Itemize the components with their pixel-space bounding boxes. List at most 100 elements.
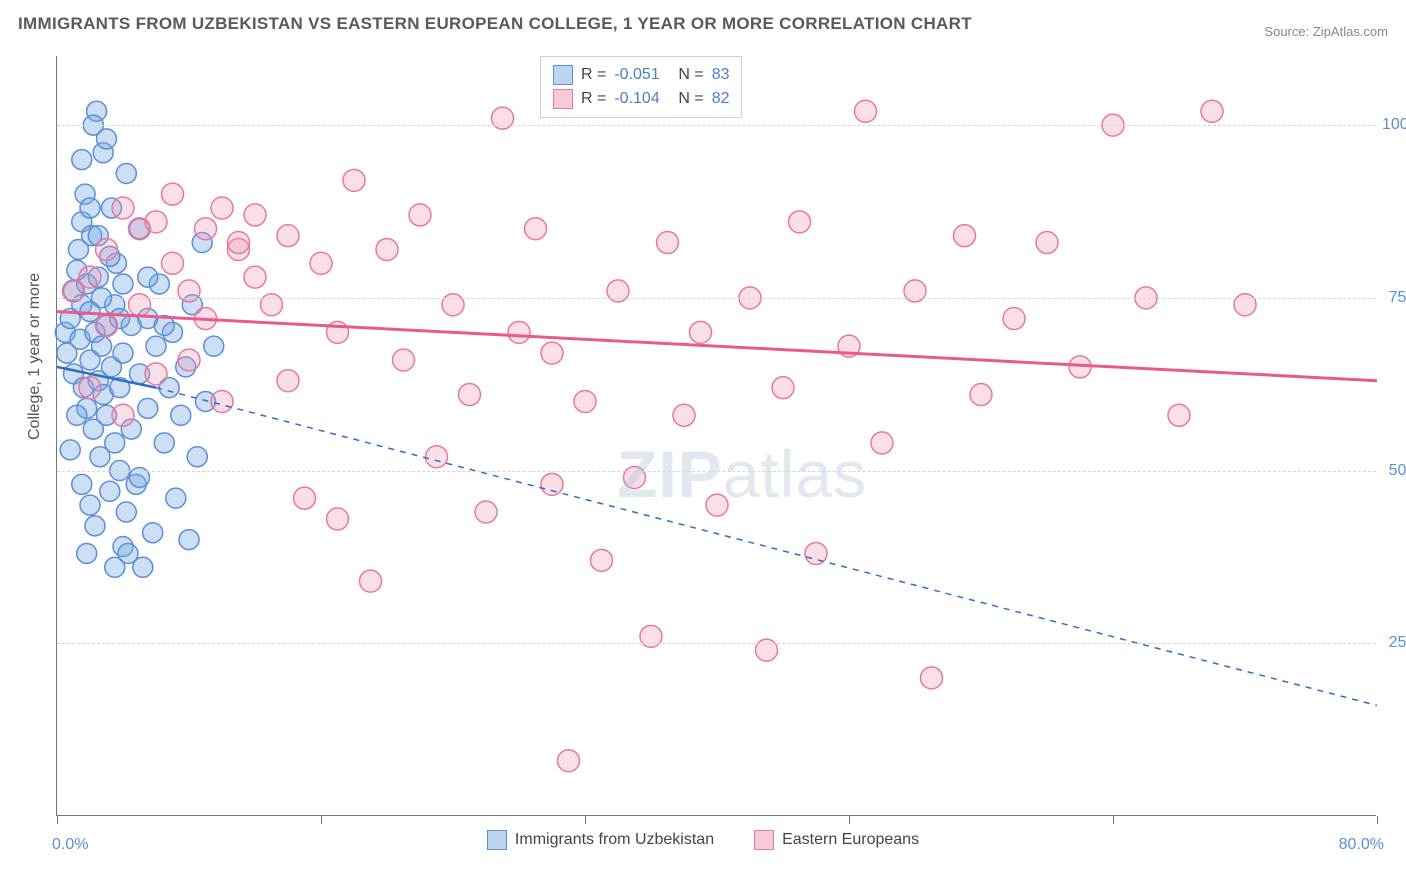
n-label: N = — [678, 66, 703, 84]
x-tick — [321, 816, 322, 824]
scatter-point — [204, 336, 224, 356]
scatter-point — [113, 274, 133, 294]
legend-swatch-icon — [487, 830, 507, 850]
plot-area: ZIPatlas 25.0%50.0%75.0%100.0% — [56, 56, 1376, 816]
scatter-point — [145, 363, 167, 385]
scatter-point — [138, 267, 158, 287]
scatter-point — [772, 377, 794, 399]
scatter-point — [211, 390, 233, 412]
scatter-point — [145, 211, 167, 233]
scatter-point — [187, 447, 207, 467]
scatter-point — [72, 474, 92, 494]
scatter-point — [393, 349, 415, 371]
r-value: -0.051 — [614, 66, 670, 84]
gridline-h — [57, 471, 1376, 472]
scatter-point — [79, 377, 101, 399]
gridline-h — [57, 125, 1376, 126]
scatter-point — [178, 349, 200, 371]
scatter-point — [1201, 100, 1223, 122]
scatter-point — [327, 508, 349, 530]
scatter-point — [970, 384, 992, 406]
scatter-point — [1003, 308, 1025, 330]
scatter-point — [85, 516, 105, 536]
y-tick-label: 25.0% — [1382, 634, 1406, 652]
scatter-point — [79, 266, 101, 288]
scatter-point — [343, 169, 365, 191]
y-tick-label: 50.0% — [1382, 462, 1406, 480]
source-name: ZipAtlas.com — [1313, 24, 1388, 39]
scatter-point — [112, 197, 134, 219]
legend-swatch-icon — [754, 830, 774, 850]
scatter-point — [871, 432, 893, 454]
legend-item-label: Immigrants from Uzbekistan — [515, 831, 714, 849]
scatter-point — [426, 446, 448, 468]
scatter-point — [138, 398, 158, 418]
scatter-point — [459, 384, 481, 406]
source-label: Source: — [1264, 24, 1309, 39]
scatter-point — [80, 495, 100, 515]
scatter-point — [92, 336, 112, 356]
scatter-point — [96, 238, 118, 260]
scatter-point — [376, 238, 398, 260]
legend-row: R = -0.051 N = 83 — [553, 63, 729, 87]
scatter-point — [112, 404, 134, 426]
scatter-point — [116, 502, 136, 522]
scatter-point — [1036, 232, 1058, 254]
scatter-point — [855, 100, 877, 122]
scatter-point — [96, 314, 118, 336]
scatter-point — [360, 570, 382, 592]
scatter-point — [244, 266, 266, 288]
scatter-point — [277, 370, 299, 392]
n-label: N = — [678, 90, 703, 108]
chart-title: IMMIGRANTS FROM UZBEKISTAN VS EASTERN EU… — [18, 14, 972, 34]
legend-item-label: Eastern Europeans — [782, 831, 919, 849]
y-tick-label: 100.0% — [1382, 116, 1406, 134]
scatter-point — [77, 543, 97, 563]
scatter-point — [706, 494, 728, 516]
legend-item: Eastern Europeans — [754, 830, 919, 850]
scatter-point — [244, 204, 266, 226]
x-tick — [1113, 816, 1114, 824]
scatter-point — [60, 440, 80, 460]
scatter-point — [921, 667, 943, 689]
scatter-point — [72, 150, 92, 170]
y-tick-label: 75.0% — [1382, 289, 1406, 307]
scatter-point — [673, 404, 695, 426]
correlation-legend: R = -0.051 N = 83 R = -0.104 N = 82 — [540, 56, 742, 118]
scatter-point — [409, 204, 431, 226]
scatter-point — [116, 163, 136, 183]
scatter-point — [97, 129, 117, 149]
scatter-point — [113, 343, 133, 363]
x-tick — [1377, 816, 1378, 824]
series-legend: Immigrants from Uzbekistan Eastern Europ… — [0, 830, 1406, 850]
r-label: R = — [581, 66, 606, 84]
legend-swatch-icon — [553, 89, 573, 109]
trend-line — [57, 312, 1377, 381]
scatter-point — [162, 183, 184, 205]
x-tick-label: 0.0% — [52, 836, 88, 854]
scatter-point — [67, 405, 87, 425]
scatter-point — [1168, 404, 1190, 426]
scatter-point — [211, 197, 233, 219]
source-attribution: Source: ZipAtlas.com — [1264, 24, 1388, 39]
legend-item: Immigrants from Uzbekistan — [487, 830, 714, 850]
scatter-point — [475, 501, 497, 523]
scatter-point — [525, 218, 547, 240]
n-value: 83 — [712, 66, 730, 84]
scatter-point — [100, 481, 120, 501]
x-tick-label: 80.0% — [1339, 836, 1384, 854]
gridline-h — [57, 298, 1376, 299]
scatter-point — [574, 390, 596, 412]
scatter-point — [591, 549, 613, 571]
scatter-point — [154, 433, 174, 453]
scatter-point — [690, 321, 712, 343]
scatter-svg — [57, 56, 1377, 816]
scatter-point — [143, 523, 163, 543]
scatter-point — [179, 530, 199, 550]
scatter-point — [310, 252, 332, 274]
scatter-point — [294, 487, 316, 509]
legend-row: R = -0.104 N = 82 — [553, 87, 729, 111]
x-tick — [585, 816, 586, 824]
r-value: -0.104 — [614, 90, 670, 108]
scatter-point — [171, 405, 191, 425]
